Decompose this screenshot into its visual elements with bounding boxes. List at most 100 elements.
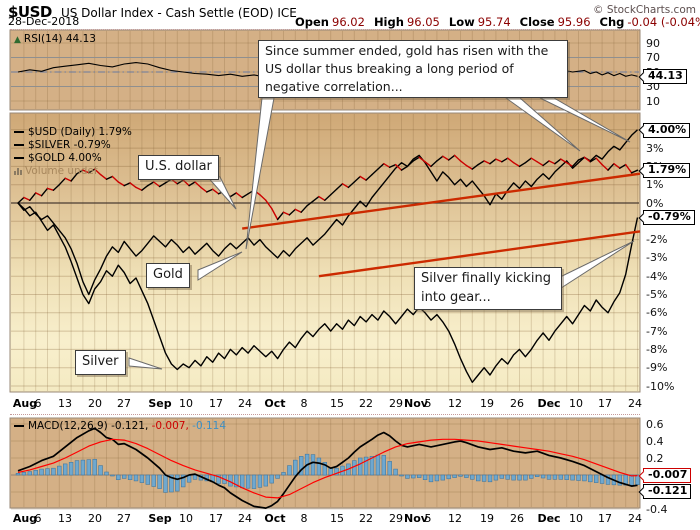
line	[17, 196, 25, 204]
x-tick-macd: 19	[480, 512, 494, 525]
x-tick-main: 27	[117, 397, 131, 410]
x-tick-macd: 26	[510, 512, 524, 525]
line	[330, 188, 338, 196]
series-swatch	[14, 144, 24, 146]
rect	[381, 455, 386, 476]
rect	[192, 474, 198, 480]
line	[530, 157, 538, 163]
line	[123, 182, 131, 187]
rect	[499, 474, 504, 479]
rect	[104, 471, 109, 476]
rect	[133, 474, 139, 482]
rect	[481, 474, 487, 482]
line	[241, 193, 249, 199]
rect	[257, 474, 263, 488]
macd-label: MACD(12,26,9)	[28, 420, 108, 432]
x-tick-main: Oct	[264, 397, 286, 410]
chart-header: $USD US Dollar Index - Cash Settle (EOD)…	[0, 0, 700, 29]
line	[276, 211, 285, 221]
rect	[334, 467, 339, 476]
line	[182, 179, 190, 187]
callout-tail	[197, 251, 243, 281]
line	[176, 179, 184, 185]
rect	[570, 474, 575, 481]
main-axis-label: -9%	[646, 361, 668, 375]
rect	[116, 474, 121, 480]
series-label: $GOLD 4.00%	[28, 152, 102, 164]
rect	[157, 474, 162, 489]
x-tick-main: 20	[88, 397, 102, 410]
rect	[39, 468, 44, 476]
macd-axis-label: -0.4	[646, 502, 668, 516]
volume-label: Volume undef	[25, 165, 98, 177]
rect	[487, 474, 493, 483]
x-tick-main: 22	[359, 397, 373, 410]
rect	[534, 474, 540, 478]
rect	[92, 458, 97, 476]
chart-date: 28-Dec-2018	[8, 15, 80, 28]
rect	[287, 465, 292, 476]
line	[40, 187, 49, 197]
x-tick-macd: Nov	[404, 512, 428, 525]
line	[152, 181, 161, 188]
main-axis-label: -4%	[646, 269, 668, 283]
line	[135, 186, 143, 191]
line	[341, 183, 350, 189]
rect	[529, 474, 534, 479]
line	[501, 157, 509, 163]
annotation-gold: Gold	[146, 263, 190, 288]
x-tick-main: Nov	[404, 397, 428, 410]
rect	[523, 474, 528, 481]
rect	[216, 474, 221, 484]
line	[353, 175, 361, 183]
rsi-legend: ▲ RSI(14) 44.13	[14, 33, 96, 47]
line	[418, 156, 426, 163]
rect	[393, 468, 398, 476]
line	[158, 182, 167, 188]
line	[436, 155, 444, 162]
x-tick-macd: 22	[359, 512, 373, 525]
rect	[269, 474, 274, 484]
annotation-correlation: Since summer ended, gold has risen with …	[258, 40, 568, 99]
line	[318, 195, 326, 202]
x-tick-macd: 8	[300, 512, 308, 525]
rect	[411, 474, 416, 479]
rect	[369, 455, 375, 476]
line	[259, 194, 267, 202]
macd-hist-value: -0.114	[192, 420, 227, 432]
x-tick-main: 10	[179, 397, 193, 410]
rect	[517, 474, 522, 481]
x-tick-macd: 10	[569, 512, 583, 525]
rect	[98, 465, 103, 476]
line	[566, 161, 574, 168]
x-tick-macd: 5	[424, 512, 432, 525]
rect	[582, 474, 587, 482]
line	[400, 165, 409, 171]
rsi-label: RSI(14) 44.13	[23, 33, 96, 45]
line	[412, 156, 420, 162]
line	[595, 157, 603, 166]
x-tick-macd: 17	[209, 512, 223, 525]
rect	[357, 457, 363, 476]
line	[359, 175, 367, 181]
line	[542, 160, 550, 167]
main-axis-label: -7%	[646, 324, 668, 338]
rect	[27, 471, 32, 476]
ohlc-value: -0.04 (-0.04%)	[627, 15, 700, 29]
rect	[122, 474, 127, 479]
line	[619, 163, 627, 169]
x-tick-macd: 6	[34, 512, 42, 525]
copyright: © StockCharts.com	[593, 4, 696, 16]
rect	[45, 468, 50, 476]
x-tick-macd: 17	[598, 512, 612, 525]
silver-line	[17, 202, 639, 383]
price-value-callout: -0.79%	[643, 210, 695, 226]
gold-line	[17, 129, 638, 296]
line	[571, 159, 580, 168]
x-tick-main: 12	[448, 397, 462, 410]
line	[335, 183, 344, 191]
line	[371, 168, 379, 176]
macd-signal-line	[17, 438, 638, 499]
line	[312, 195, 320, 202]
rect	[446, 474, 451, 480]
